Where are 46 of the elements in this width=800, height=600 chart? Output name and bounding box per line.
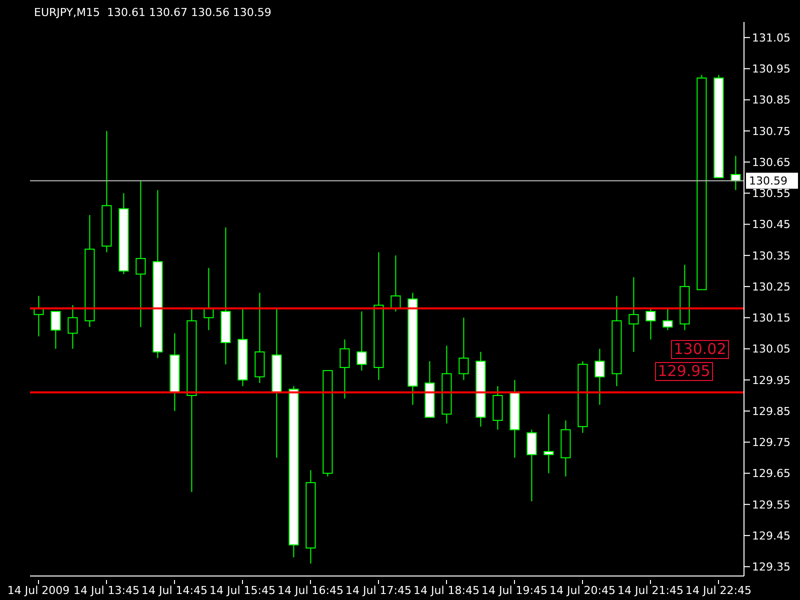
y-tick-label: 129.75 xyxy=(752,436,790,450)
candlestick xyxy=(526,429,537,502)
y-tick-label: 130.85 xyxy=(752,94,790,107)
candlestick xyxy=(340,338,350,400)
y-tick-label: 130.15 xyxy=(752,312,790,325)
y-tick-label: 130.45 xyxy=(752,218,790,232)
x-tick-label: 14 Jul 13:45 xyxy=(74,584,140,597)
candlestick xyxy=(356,310,367,372)
y-tick-label: 130.25 xyxy=(752,280,790,294)
y-tick-label: 129.65 xyxy=(752,467,790,480)
x-tick-label: 14 Jul 2009 xyxy=(7,584,70,597)
x-tick-label: 14 Jul 19:45 xyxy=(482,584,548,597)
candlestick xyxy=(68,304,78,350)
candlestick xyxy=(594,348,605,406)
candlestick xyxy=(628,276,639,352)
x-tick-label: 14 Jul 22:45 xyxy=(686,584,752,597)
y-tick-label: 129.95 xyxy=(752,374,790,387)
x-tick-label: 14 Jul 18:45 xyxy=(414,584,480,597)
candlestick xyxy=(136,180,146,328)
x-tick-label: 14 Jul 21:45 xyxy=(618,584,684,597)
candlestick xyxy=(390,254,401,312)
y-tick-label: 130.55 xyxy=(752,187,790,200)
y-tick-label: 131.05 xyxy=(752,31,790,44)
y-tick-label: 130.35 xyxy=(752,249,790,262)
chart-title: EURJPY,M15 130.61 130.67 130.56 130.59 xyxy=(34,6,272,19)
ref-line-label: 130.59 xyxy=(749,174,788,188)
x-tick-label: 14 Jul 15:45 xyxy=(210,584,276,597)
y-tick-label: 129.55 xyxy=(752,498,790,512)
candlestick xyxy=(50,310,61,350)
x-tick-label: 14 Jul 14:45 xyxy=(142,584,208,597)
y-tick-label: 130.05 xyxy=(752,342,790,356)
y-tick-label: 129.85 xyxy=(752,404,790,418)
y-tick-label: 130.65 xyxy=(752,156,790,169)
candlestick xyxy=(544,414,554,474)
y-tick-label: 129.45 xyxy=(752,529,790,542)
x-tick-label: 14 Jul 20:45 xyxy=(550,584,616,597)
annotation: 130.02 xyxy=(670,340,730,359)
candlestick xyxy=(662,308,673,331)
x-tick-label: 14 Jul 17:45 xyxy=(346,584,412,597)
candlestick xyxy=(458,317,469,380)
annotation: 129.95 xyxy=(654,362,714,381)
x-tick-label: 14 Jul 16:45 xyxy=(278,584,344,597)
y-tick-label: 129.35 xyxy=(752,560,790,574)
y-tick-label: 130.95 xyxy=(752,62,790,76)
y-tick-label: 130.75 xyxy=(752,124,790,138)
candlestick xyxy=(646,308,656,340)
